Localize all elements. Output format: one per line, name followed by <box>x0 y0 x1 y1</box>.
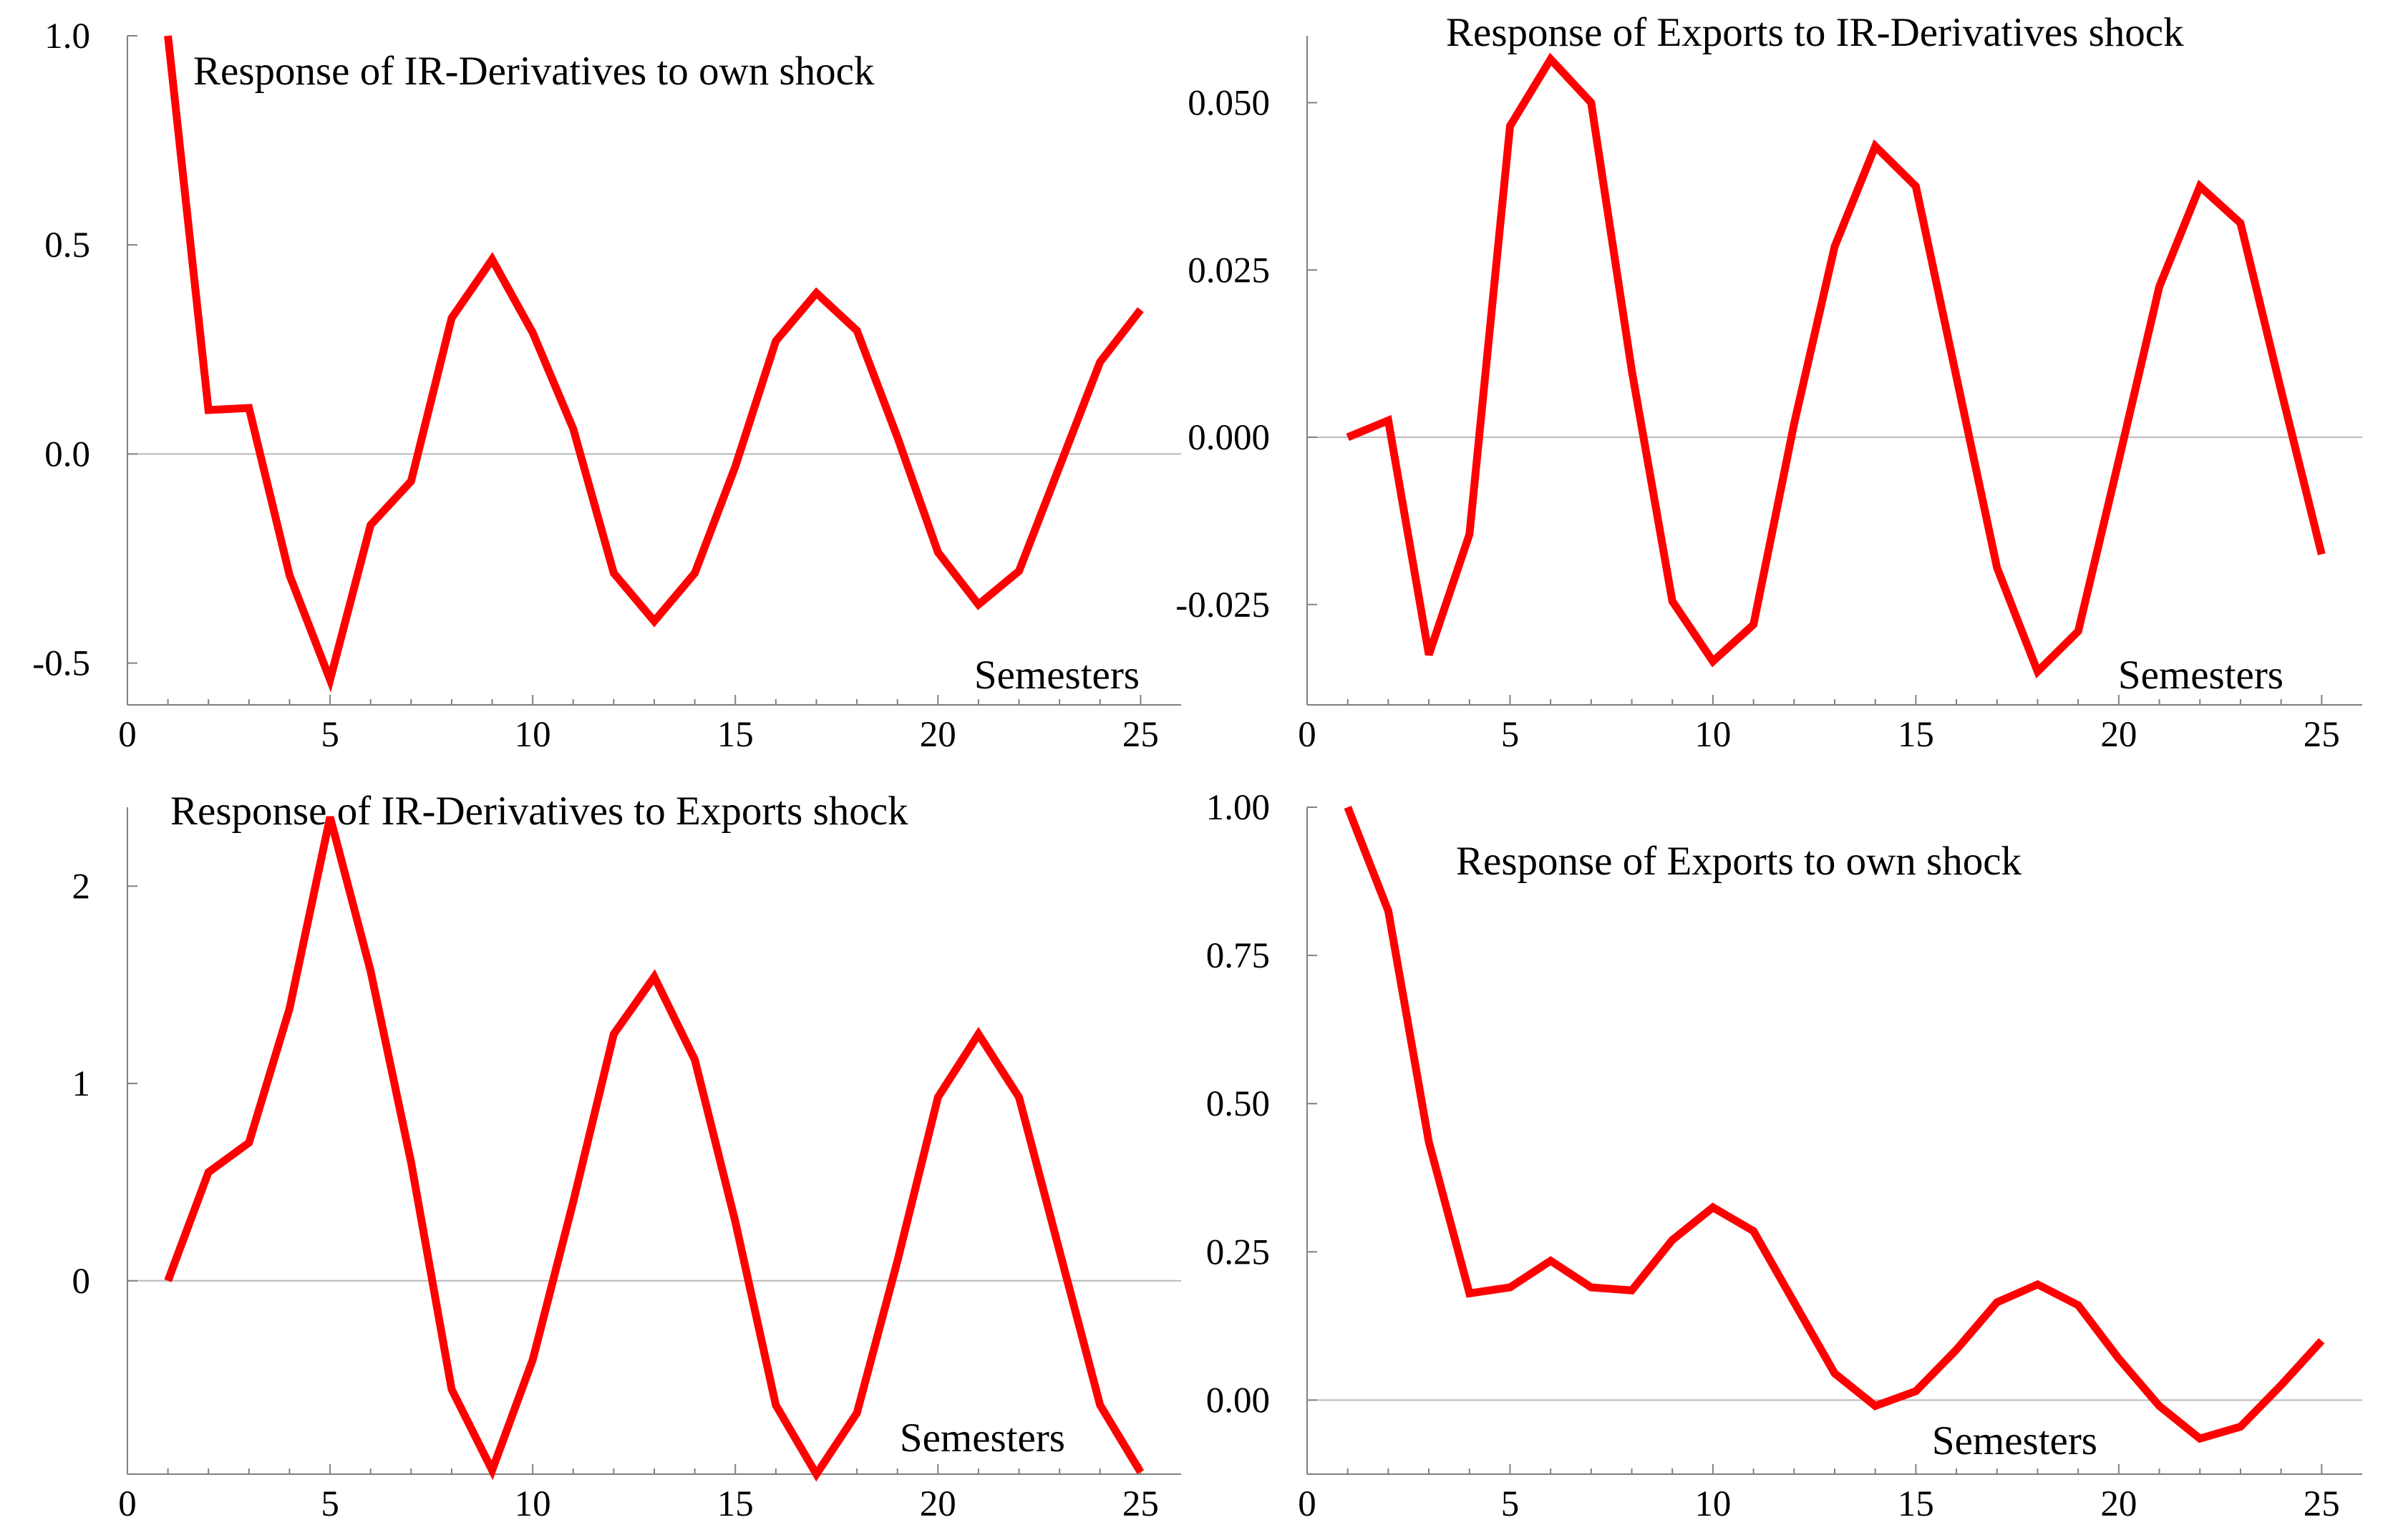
x-tick-label: 10 <box>1694 715 1731 755</box>
x-tick-label: 10 <box>1694 1484 1731 1524</box>
panel-2: 0.050 0.025 0.000 -0.025 0 5 10 15 20 25 Response … <box>1175 10 2362 755</box>
x-axis-label: Semesters <box>2118 653 2283 698</box>
y-tick-label: 0.050 <box>1188 84 1270 124</box>
x-tick-label: 15 <box>1898 1484 1934 1524</box>
x-tick-label: 25 <box>1122 1484 1159 1524</box>
y-tick-label: 0.025 <box>1188 250 1270 291</box>
series-line-1 <box>164 35 1144 693</box>
x-tick-label: 25 <box>2304 715 2340 755</box>
y-tick-label: 1 <box>72 1064 91 1104</box>
x-tick-label: 10 <box>515 1484 551 1524</box>
x-tick-label: 5 <box>321 715 339 755</box>
panel-4: 1.00 0.75 0.50 0.25 0.00 0 5 10 15 20 25 Response o… <box>1206 788 2362 1524</box>
series-line-1 <box>164 816 1145 1482</box>
y-tick-label: 1.0 <box>44 16 90 57</box>
x-axis-label: Semesters <box>974 653 1140 698</box>
x-tick-label: 0 <box>118 715 137 755</box>
x-tick-label: 0 <box>1298 715 1316 755</box>
x-tick-label: 0 <box>118 1484 137 1524</box>
x-tick-label: 20 <box>920 715 956 755</box>
x-tick-label: 20 <box>2100 715 2137 755</box>
y-tick-label: 2 <box>72 867 91 907</box>
x-tick-label: 15 <box>717 1484 754 1524</box>
x-tick-label: 5 <box>1501 715 1520 755</box>
series-line-1 <box>1344 805 2325 1443</box>
x-tick-label: 15 <box>717 715 754 755</box>
x-tick-label: 20 <box>920 1484 956 1524</box>
y-tick-label: 0.25 <box>1206 1232 1270 1272</box>
panel-title: Response of IR-Derivatives to Exports sh… <box>170 789 908 834</box>
panel-title: Response of IR-Derivatives to own shock <box>193 49 875 94</box>
y-tick-label: 0.50 <box>1206 1084 1270 1124</box>
x-tick-label: 5 <box>1501 1484 1520 1524</box>
y-tick-label: 1.00 <box>1206 788 1270 828</box>
x-axis-label: Semesters <box>1932 1418 2097 1463</box>
x-tick-label: 25 <box>2304 1484 2340 1524</box>
y-tick-label: 0.000 <box>1188 418 1270 458</box>
panel-title: Response of Exports to own shock <box>1456 839 2022 884</box>
y-tick-label: 0.75 <box>1206 936 1270 976</box>
y-tick-label: 0.5 <box>44 225 90 265</box>
y-tick-label: -0.025 <box>1175 585 1270 625</box>
y-tick-label: -0.5 <box>32 644 90 684</box>
panel-1: 1.0 0.5 0.0 -0.5 0 5 10 15 20 25 Response of IR-De… <box>32 16 1181 755</box>
x-tick-label: 0 <box>1298 1484 1316 1524</box>
x-tick-label: 10 <box>515 715 551 755</box>
panel-title: Response of Exports to IR-Derivatives sh… <box>1446 10 2184 55</box>
x-tick-label: 15 <box>1898 715 1934 755</box>
y-tick-label: 0.0 <box>44 434 90 474</box>
x-tick-label: 20 <box>2100 1484 2137 1524</box>
x-axis-label: Semesters <box>900 1415 1065 1461</box>
y-tick-label: 0 <box>72 1262 91 1302</box>
y-tick-label: 0.00 <box>1206 1380 1270 1420</box>
x-tick-label: 5 <box>321 1484 339 1524</box>
x-tick-label: 25 <box>1122 715 1159 755</box>
series-line-1 <box>1346 52 2326 679</box>
